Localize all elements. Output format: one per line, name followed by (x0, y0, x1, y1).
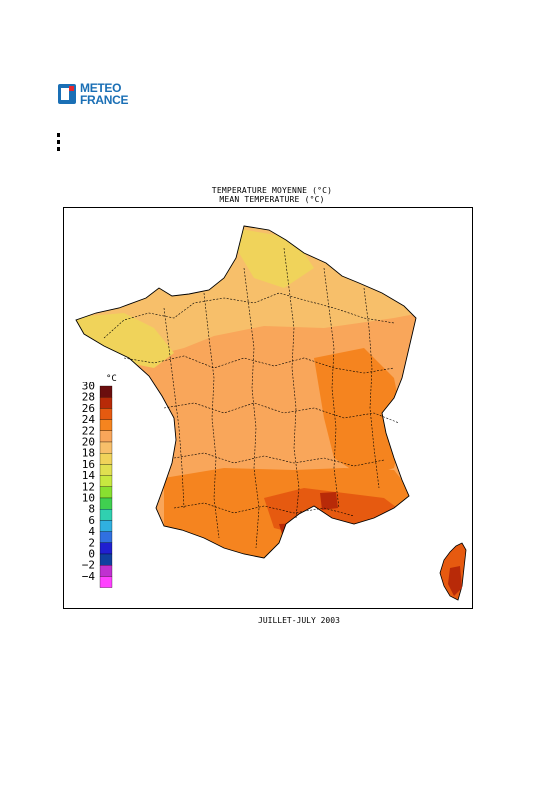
map-title-fr: TEMPERATURE MOYENNE (°C) (211, 186, 333, 195)
legend-swatch (99, 576, 113, 588)
legend-tick-label: 6 (88, 514, 95, 527)
legend-tick-label: 0 (88, 548, 95, 561)
legend-tick-label: 18 (82, 447, 95, 460)
department-borders (103, 247, 400, 549)
legend-tick-label: 20 (82, 436, 95, 449)
map-frame (63, 207, 473, 609)
legend-tick-label: 24 (82, 413, 96, 426)
temperature-map (75, 225, 467, 601)
legend-tick-label: 30 (82, 382, 95, 393)
page-marks (57, 133, 61, 154)
legend-swatch (99, 408, 113, 420)
corsica (439, 542, 467, 601)
legend-tick-label: 22 (82, 424, 95, 437)
meteo-france-logo-icon (58, 84, 76, 104)
legend-tick-label: 2 (88, 536, 95, 549)
legend-swatch (99, 509, 113, 521)
legend-tick-label: 4 (88, 525, 95, 538)
legend-unit: °C (106, 374, 117, 384)
logo-text: METEO FRANCE (80, 81, 129, 107)
zone-26-28-vaucluse (320, 492, 338, 510)
legend-tick-label: 10 (82, 492, 95, 505)
legend-swatch (99, 430, 113, 443)
legend-swatch (99, 464, 113, 476)
legend-swatch (99, 542, 113, 555)
logo-line2: FRANCE (80, 93, 129, 107)
legend-swatch (99, 453, 113, 465)
legend-swatch (99, 486, 113, 499)
legend-tick-label: −4 (82, 570, 96, 583)
france-coastline (75, 225, 417, 559)
logo-line1: METEO (80, 81, 122, 95)
legend-tick-label: −2 (82, 559, 95, 572)
legend-swatch (99, 565, 113, 577)
legend-tick-label: 26 (82, 402, 95, 415)
legend-swatch (99, 441, 113, 454)
map-title-en: MEAN TEMPERATURE (°C) (219, 195, 325, 204)
legend-tick-label: 16 (82, 458, 95, 471)
legend-swatch (99, 475, 113, 487)
legend-swatch (99, 497, 113, 510)
meteo-france-logo: METEO FRANCE (58, 82, 142, 108)
legend-swatch (99, 419, 113, 431)
legend-tick-label: 28 (82, 391, 95, 404)
legend-tick-label: 8 (88, 503, 95, 516)
legend-swatch (99, 397, 113, 409)
legend-tick-label: 14 (82, 469, 96, 482)
legend-swatch (99, 531, 113, 543)
zone-22-24-rhone (314, 348, 404, 478)
legend-swatch (99, 385, 113, 398)
legend-tick-label: 12 (82, 480, 95, 493)
map-caption: JUILLET-JULY 2003 (258, 616, 340, 625)
legend-swatch (99, 520, 113, 532)
legend-swatch (99, 553, 113, 566)
